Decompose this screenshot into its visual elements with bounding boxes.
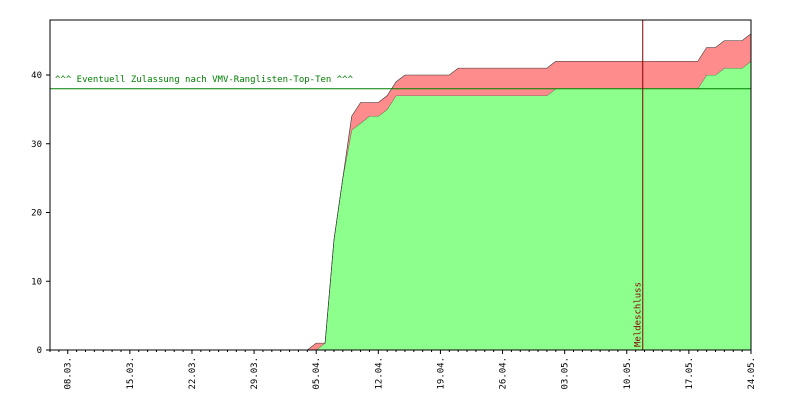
x-tick-label: 12.04. <box>374 357 384 390</box>
y-tick-label: 40 <box>31 71 42 81</box>
x-tick-label: 08.03. <box>64 357 74 390</box>
x-tick-label: 19.04. <box>436 357 446 390</box>
threshold-label: ^^^ Eventuell Zulassung nach VMV-Ranglis… <box>55 75 354 85</box>
area <box>50 33 751 350</box>
x-tick-label: 24.05. <box>747 357 757 390</box>
x-tick-label: 17.05. <box>685 357 695 390</box>
x-tick-label: 15.03. <box>126 357 136 390</box>
x-tick-label: 05.04. <box>312 357 322 390</box>
plot-frame <box>49 19 752 351</box>
x-tick-label: 10.05. <box>623 357 633 390</box>
x-tick-label: 29.03. <box>250 357 260 390</box>
y-tick-label: 0 <box>37 346 42 356</box>
x-tick-label: 03.05. <box>561 357 571 390</box>
deadline-label: Meldeschluss <box>634 282 644 347</box>
x-tick-label: 26.04. <box>499 357 509 390</box>
area <box>50 61 751 350</box>
y-tick-label: 20 <box>31 209 42 219</box>
y-tick-label: 10 <box>31 277 42 287</box>
x-tick-label: 22.03. <box>188 357 198 390</box>
y-tick-label: 30 <box>31 140 42 150</box>
